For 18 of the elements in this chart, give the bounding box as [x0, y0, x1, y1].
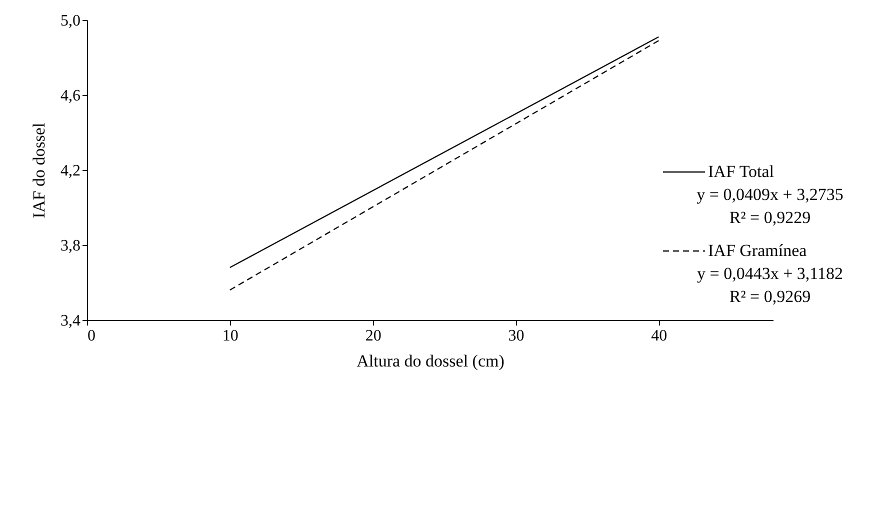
y-tick-label: 5,0 [60, 12, 80, 30]
x-tick-label: 0 [88, 328, 96, 344]
annotation: R² = 0,9269 [729, 287, 811, 306]
x-tick-label: 30 [508, 328, 524, 344]
y-tick-label: 4,2 [60, 162, 80, 180]
y-tick-label: 4,6 [60, 88, 80, 104]
legend-label: IAF Gramínea [708, 241, 808, 260]
annotation: y = 0,0443x + 3,1182 [696, 264, 844, 283]
y-tick-label: 3,4 [60, 312, 80, 330]
annotation: R² = 0,9229 [729, 208, 811, 227]
x-tick-label: 40 [651, 328, 668, 344]
x-axis-title: Altura do dossel (cm) [356, 352, 504, 370]
y-tick-label: 3,8 [60, 238, 80, 254]
annotation: y = 0,0409x + 3,2735 [696, 185, 844, 204]
legend-label: IAF Total [708, 162, 774, 181]
x-tick-label: 10 [222, 328, 238, 344]
x-tick-label: 20 [365, 328, 382, 344]
y-axis-title: IAF do dossel [30, 122, 48, 218]
